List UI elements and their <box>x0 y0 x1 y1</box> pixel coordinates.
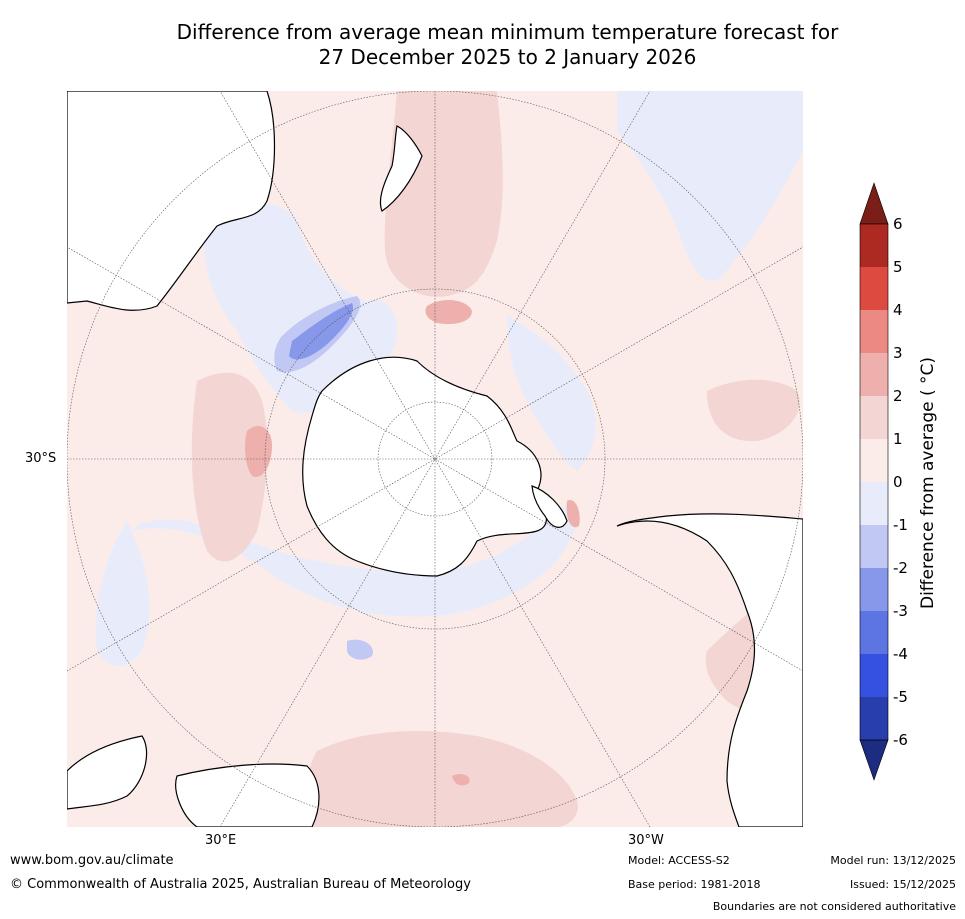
colorbar-band-2 <box>860 396 888 439</box>
colorbar-tick: 6 <box>893 215 903 233</box>
colorbar-tick: 0 <box>893 473 903 491</box>
longitude-label-30e: 30°E <box>205 833 237 848</box>
colorbar-tick: 2 <box>893 387 903 405</box>
colorbar-band-m5 <box>860 697 888 740</box>
footer-base-period: Base period: 1981-2018 <box>628 878 761 891</box>
colorbar-outline <box>859 223 889 741</box>
colorbar-band-m4 <box>860 654 888 697</box>
south-america-landmass <box>616 513 803 827</box>
colorbar-band-3 <box>860 353 888 396</box>
colorbar-band-m2 <box>860 568 888 611</box>
meridian-30w <box>219 91 651 827</box>
colorbar-tick: -2 <box>893 559 908 577</box>
colorbar-tick: 5 <box>893 258 903 276</box>
colorbar-tick: -6 <box>893 731 908 749</box>
anomaly-cool-indian-ocean <box>203 203 398 413</box>
colorbar-tick: -4 <box>893 645 908 663</box>
polar-map <box>67 91 803 827</box>
colorbar-arrow-bottom <box>859 739 889 781</box>
anomaly-cool-patch-3 <box>347 639 373 660</box>
colorbar-tick: -3 <box>893 602 908 620</box>
anomaly-cool-pacific-east <box>617 91 803 282</box>
colorbar-tick: -1 <box>893 516 908 534</box>
colorbar <box>859 182 889 781</box>
anomaly-warm-hotspot-3 <box>566 500 580 528</box>
anomaly-warm-hotspot-2 <box>425 299 472 325</box>
australia-landmass <box>67 91 276 311</box>
antarctica-landmass <box>302 356 547 577</box>
colorbar-band-1 <box>860 439 888 482</box>
anomaly-warm-africa-south <box>304 731 578 827</box>
meridian-60e <box>67 246 803 672</box>
africa-south-landmass <box>175 763 320 827</box>
anomaly-warm-hotspot-4 <box>452 773 470 786</box>
anomaly-warm-pacific-mid <box>707 379 800 442</box>
colorbar-band-m3 <box>860 611 888 654</box>
colorbar-title: Difference from average ( °C) <box>918 356 938 610</box>
longitude-label-30w: 30°W <box>628 833 664 848</box>
footer-disclaimer: Boundaries are not considered authoritat… <box>712 900 956 913</box>
colorbar-band-0 <box>860 482 888 525</box>
colorbar-band-4 <box>860 310 888 353</box>
title-line-2: 27 December 2025 to 2 January 2026 <box>318 45 697 69</box>
colorbar-tick: 3 <box>893 344 903 362</box>
anomaly-cool-patch-2 <box>289 303 353 360</box>
colorbar-tick: -5 <box>893 688 908 706</box>
latitude-label-30s: 30°S <box>25 451 57 466</box>
latitude-circle-75s <box>377 401 493 517</box>
colorbar-band-m1 <box>860 525 888 568</box>
colorbar-tick: 4 <box>893 301 903 319</box>
meridian-60w <box>67 246 803 672</box>
title-line-1: Difference from average mean minimum tem… <box>176 20 839 44</box>
footer-copyright: © Commonwealth of Australia 2025, Austra… <box>10 877 471 892</box>
anomaly-cool-southern-ring <box>132 506 578 617</box>
chart-title: Difference from average mean minimum tem… <box>0 20 965 70</box>
footer-issued: Issued: 15/12/2025 <box>849 878 956 891</box>
anomaly-cool-atlantic-sector <box>507 316 596 471</box>
footer-model: Model: ACCESS-S2 <box>628 854 730 867</box>
graticule <box>67 91 803 827</box>
anomaly-warm-new-zealand <box>384 91 503 297</box>
anomaly-warm-indian-west <box>191 372 268 562</box>
antarctic-peninsula <box>531 485 568 528</box>
colorbar-band-5 <box>860 267 888 310</box>
new-zealand-landmass <box>379 125 423 212</box>
colorbar-band-6 <box>860 224 888 267</box>
colorbar-arrow-top <box>859 182 889 225</box>
colorbar-tick: 1 <box>893 430 903 448</box>
africa-landmass <box>67 735 148 810</box>
footer-url[interactable]: www.bom.gov.au/climate <box>10 853 174 868</box>
footer-model-run: Model run: 13/12/2025 <box>830 854 956 867</box>
